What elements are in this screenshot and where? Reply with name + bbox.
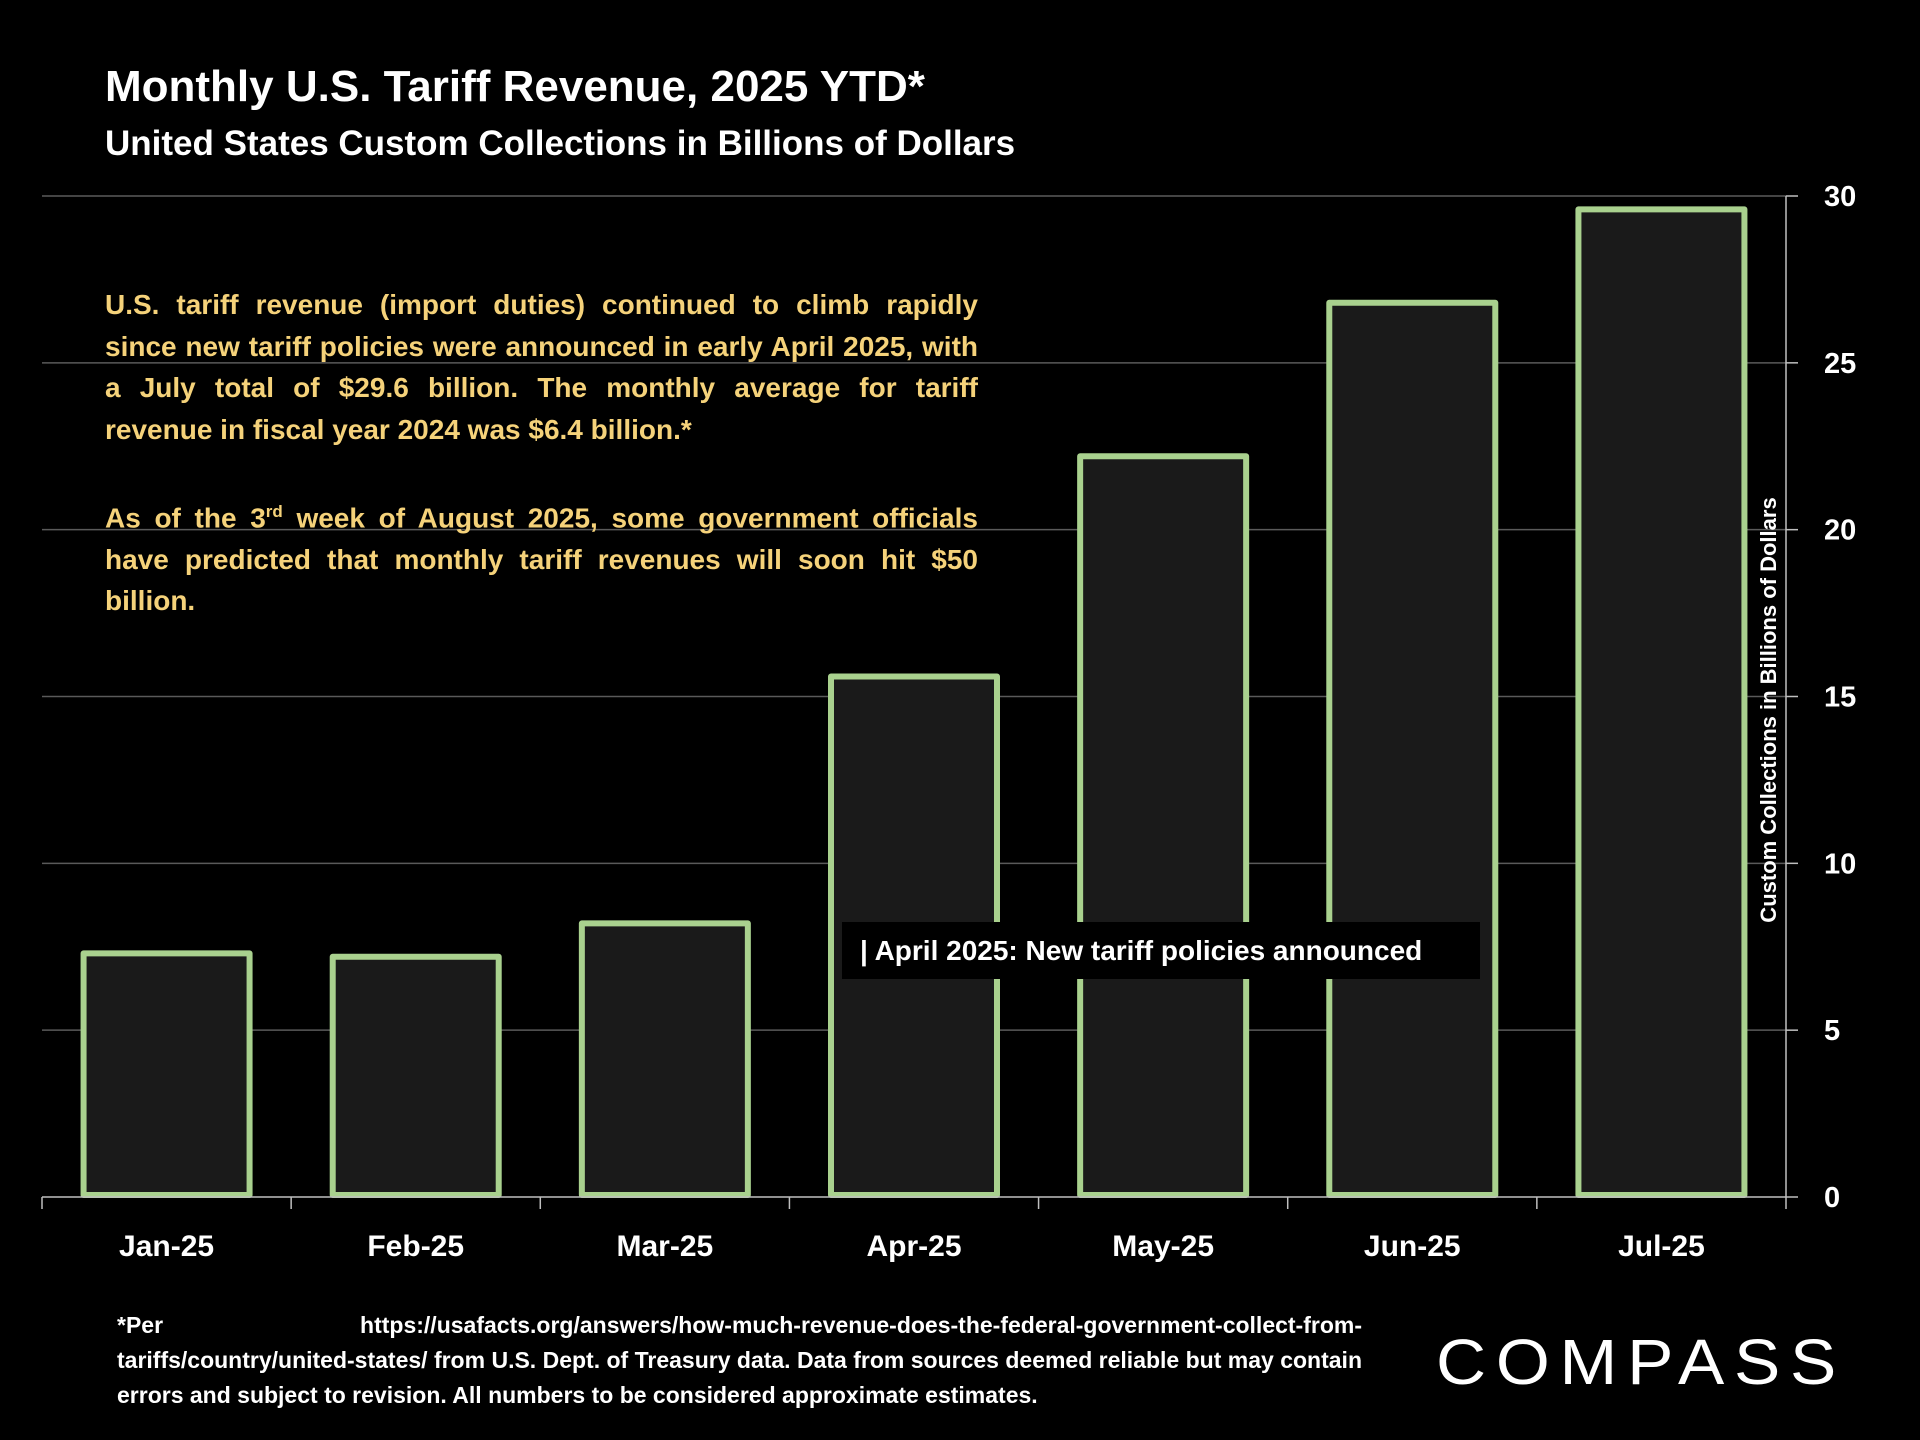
x-tick-label: May-25 [1112, 1230, 1214, 1263]
x-tick-label: Mar-25 [616, 1230, 713, 1263]
source-footnote: *Per https://usafacts.org/answers/how-mu… [117, 1312, 1362, 1408]
y-tick-label: 20 [1824, 515, 1856, 547]
policy-annotation: | April 2025: New tariff policies announ… [842, 922, 1480, 979]
x-tick-labels: Jan-25 Feb-25 Mar-25 Apr-25 May-25 Jun-25 Jul-… [119, 1230, 1705, 1263]
chart-title: Monthly U.S. Tariff Revenue, 2025 YTD* [105, 62, 925, 111]
x-tick-label: Jun-25 [1364, 1230, 1461, 1263]
y-tick-label: 30 [1824, 181, 1856, 213]
y-tick-labels: 0 5 10 15 20 25 30 [1824, 181, 1856, 1214]
note-paragraph-2-start: As of the 3 [105, 502, 266, 534]
commentary-note: U.S. tariff revenue (import duties) cont… [105, 284, 978, 622]
x-tick-label: Apr-25 [866, 1230, 961, 1263]
axes [41, 195, 1798, 1209]
y-tick-label: 0 [1824, 1182, 1840, 1214]
x-tick-label: Jan-25 [119, 1230, 214, 1263]
note-paragraph-2: As of the 3rd week of August 2025, some … [105, 491, 978, 622]
bar [80, 950, 253, 1198]
x-tick-label: Feb-25 [367, 1230, 464, 1263]
bar [329, 953, 502, 1199]
compass-logo-text: COMPASS [1436, 1326, 1846, 1398]
y-axis-label: Custom Collections in Billions of Dollar… [1756, 497, 1781, 922]
note-paragraph-2-end: week of August 2025, some government off… [105, 502, 978, 617]
y-tick-label: 25 [1824, 348, 1856, 380]
y-tick-label: 10 [1824, 848, 1856, 880]
bar [1575, 206, 1748, 1198]
ordinal-suffix: rd [265, 502, 283, 521]
chart-subtitle: United States Custom Collections in Bill… [105, 124, 1016, 163]
note-paragraph-1: U.S. tariff revenue (import duties) cont… [105, 289, 978, 445]
x-tick-label: Jul-25 [1618, 1230, 1705, 1263]
compass-logo: COMPASS [1436, 1326, 1846, 1398]
bars [80, 206, 1748, 1199]
y-tick-label: 5 [1824, 1015, 1840, 1047]
bar [1326, 299, 1499, 1199]
y-tick-label: 15 [1824, 682, 1856, 714]
bar [1077, 453, 1250, 1198]
bar [578, 920, 751, 1198]
